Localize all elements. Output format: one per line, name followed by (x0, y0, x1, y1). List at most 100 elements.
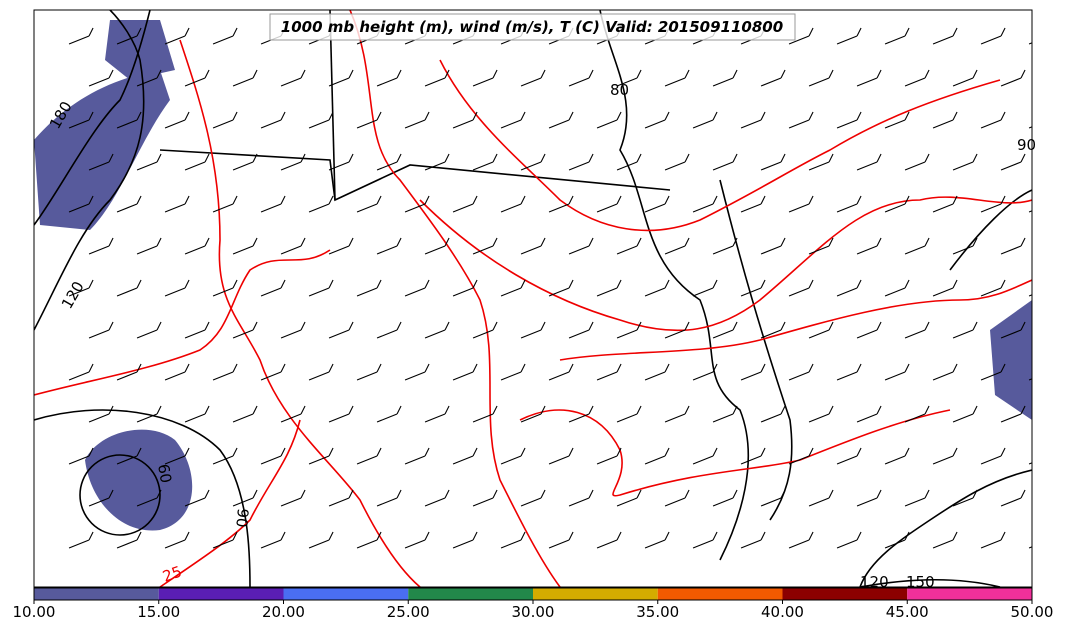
barb-flag (252, 237, 258, 247)
barb-shaft (980, 371, 1002, 381)
barb-flag (424, 279, 430, 289)
barb-flag (328, 111, 334, 121)
barb-shaft (884, 455, 906, 465)
barb-flag (924, 237, 930, 247)
barb-shaft (788, 35, 810, 45)
barb-flag (136, 111, 142, 121)
colorbar-tick-label: 25.00 (387, 603, 430, 621)
barb-shaft (568, 161, 590, 171)
colorbar-segment (657, 588, 783, 600)
barb-flag (972, 237, 978, 247)
colorbar-tick-label: 15.00 (137, 603, 180, 621)
barb-flag (588, 321, 594, 331)
barb-shaft (760, 245, 782, 255)
barb-shaft (596, 287, 618, 297)
barb-shaft (232, 161, 254, 171)
barb-flag (712, 195, 718, 205)
barb-flag (472, 279, 478, 289)
barb-flag (636, 69, 642, 79)
barb-flag (88, 111, 94, 121)
barb-shaft (616, 245, 638, 255)
barb-flag (492, 489, 498, 499)
title-box (269, 13, 796, 41)
barb-shaft (472, 329, 494, 339)
barb-flag (684, 153, 690, 163)
barb-flag (828, 321, 834, 331)
barb-flag (1000, 195, 1006, 205)
barb-flag (588, 489, 594, 499)
barb-flag (1049, 364, 1053, 372)
barb-shaft (356, 287, 378, 297)
barb-shaft (232, 245, 254, 255)
barb-shaft (520, 245, 542, 255)
barb-flag (376, 363, 382, 373)
barb-shaft (952, 329, 974, 339)
barb-shaft (788, 371, 810, 381)
barb-shaft (116, 287, 138, 297)
barb-shaft (980, 539, 1002, 549)
barb-flag (712, 279, 718, 289)
barb-shaft (164, 203, 186, 213)
barb-shaft (808, 497, 830, 507)
barb-shaft (68, 203, 90, 213)
barb-flag (684, 237, 690, 247)
barb-flag (1020, 321, 1026, 331)
barb-flag (348, 321, 354, 331)
colorbar-segment (907, 588, 1032, 600)
barb-flag (684, 321, 690, 331)
barb-shaft (788, 119, 810, 129)
barb-shaft (260, 119, 282, 129)
barb-flag (232, 27, 238, 37)
barb-shaft (808, 161, 830, 171)
barb-shaft (980, 119, 1002, 129)
barb-flag (808, 447, 814, 457)
barb-flag (952, 531, 958, 541)
barb-flag (184, 111, 190, 121)
barb-flag (520, 279, 526, 289)
barb-flag (1020, 405, 1026, 415)
barb-flag (1049, 532, 1053, 540)
barb-shaft (164, 371, 186, 381)
barb-flag (856, 111, 862, 121)
barb-flag (780, 237, 786, 247)
barb-shaft (692, 539, 714, 549)
barb-shaft (932, 455, 954, 465)
barb-flag (616, 279, 622, 289)
barb-flag (712, 363, 718, 373)
barb-flag (348, 237, 354, 247)
barb-flag (684, 405, 690, 415)
barb-shaft (836, 287, 858, 297)
barb-shaft (472, 161, 494, 171)
barb-flag (136, 195, 142, 205)
barb-flag (520, 531, 526, 541)
barb-flag (252, 321, 258, 331)
barb-shaft (740, 455, 762, 465)
barb-flag (444, 237, 450, 247)
barb-flag (1020, 153, 1026, 163)
barb-shaft (280, 161, 302, 171)
barb-shaft (452, 119, 474, 129)
barb-flag (232, 279, 238, 289)
barb-shaft (404, 539, 426, 549)
barb-shaft (520, 497, 542, 507)
barb-shaft (692, 119, 714, 129)
barb-shaft (952, 245, 974, 255)
colorbar-segment (34, 588, 159, 600)
barb-flag (760, 447, 766, 457)
barb-flag (1020, 69, 1026, 79)
barb-shaft (884, 287, 906, 297)
barb-shaft (500, 287, 522, 297)
barb-flag (856, 195, 862, 205)
barb-flag (904, 279, 910, 289)
barb-flag (616, 447, 622, 457)
barb-flag (780, 405, 786, 415)
barb-shaft (740, 371, 762, 381)
barb-flag (732, 153, 738, 163)
barb-shaft (952, 413, 974, 423)
barb-flag (1020, 237, 1026, 247)
barb-flag (396, 153, 402, 163)
barb-flag (156, 321, 162, 331)
barb-flag (424, 531, 430, 541)
barb-flag (588, 153, 594, 163)
barb-flag (232, 363, 238, 373)
